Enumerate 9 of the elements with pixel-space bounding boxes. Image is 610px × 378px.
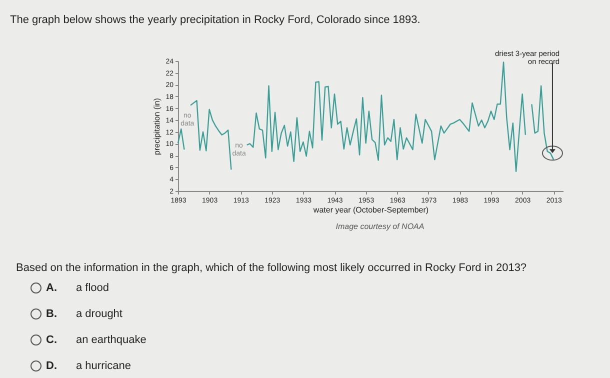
text: C. an earthquake bbox=[46, 334, 146, 346]
text: D. a hurricane bbox=[46, 360, 132, 372]
y-axis-title: precipitation (in) bbox=[152, 98, 162, 155]
text: Image courtesy of NOAA bbox=[334, 222, 426, 231]
chart-title: The graph below shows the yearly precipitation in Rocky Ford, Colorado since 1893. bbox=[10, 14, 420, 26]
text: A. a flood bbox=[46, 282, 110, 294]
x-axis-title: water year (October-September) bbox=[312, 206, 429, 214]
text: Based on the information in the graph, which of the following most likely occurred in Rocky Ford in 2013? bbox=[16, 262, 527, 274]
text: B. a drought bbox=[46, 308, 122, 320]
